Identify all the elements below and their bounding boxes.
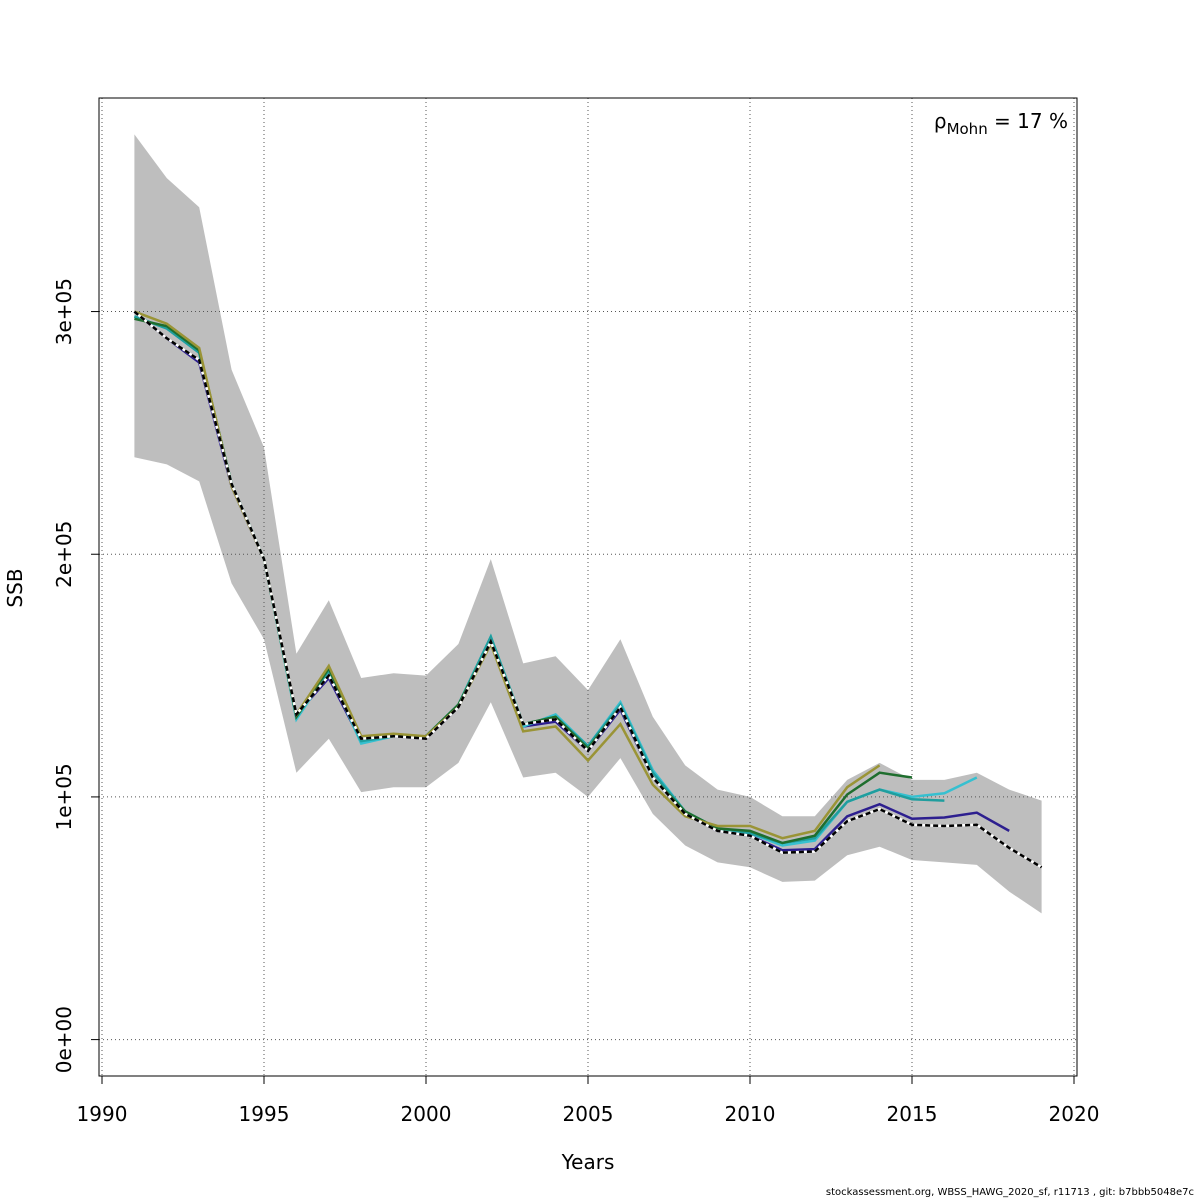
rho-symbol: ρ	[934, 109, 947, 133]
y-tick-label: 3e+05	[52, 278, 76, 345]
series-line	[133, 310, 1043, 869]
x-tick-label: 1990	[77, 1102, 128, 1126]
rho-subscript: Mohn	[947, 120, 988, 138]
y-tick-label: 1e+05	[52, 763, 76, 830]
x-tick-label: 2020	[1049, 1102, 1100, 1126]
confidence-band-layer	[134, 134, 1042, 914]
x-tick-label: 2015	[887, 1102, 938, 1126]
series-layer	[133, 310, 1043, 869]
y-tick-label: 0e+00	[52, 1006, 76, 1073]
x-tick-label: 2005	[563, 1102, 614, 1126]
rho-value: = 17 %	[988, 109, 1068, 133]
x-tick-label: 2010	[725, 1102, 776, 1126]
x-tick-label: 2000	[401, 1102, 452, 1126]
grid-layer	[99, 98, 1077, 1076]
x-axis-title: Years	[561, 1150, 615, 1174]
x-axis: 1990 1995 2000 2005 2010 2015 2020	[77, 1075, 1100, 1126]
mohn-rho-annotation: ρMohn = 17 %	[934, 109, 1068, 138]
footer-credit: stockassessment.org, WBSS_HAWG_2020_sf, …	[825, 1187, 1194, 1198]
x-tick-label: 1995	[239, 1102, 290, 1126]
confidence-band	[134, 134, 1042, 914]
y-axis-title: SSB	[3, 568, 27, 607]
y-axis: 0e+00 1e+05 2e+05 3e+05	[52, 278, 100, 1073]
y-tick-label: 2e+05	[52, 521, 76, 588]
